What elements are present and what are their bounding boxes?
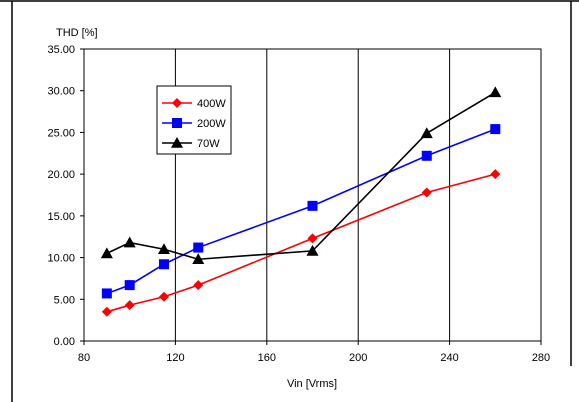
legend-entry-200W: 200W: [162, 118, 226, 130]
legend-entry-70W: 70W: [162, 137, 220, 150]
x-tick-label: 160: [258, 352, 276, 364]
data-point-70W: [100, 247, 113, 259]
legend-label: 400W: [197, 98, 226, 110]
legend-entry-400W: 400W: [162, 98, 226, 110]
plot-area: 0.00 5.00 10.00 15.00 20.00 25.00 30.00 35.00 8…: [47, 44, 550, 364]
data-point-70W: [192, 253, 205, 265]
data-point-400W: [101, 306, 112, 317]
legend-marker: [171, 137, 183, 148]
series-200W: [101, 124, 501, 299]
x-axis-title: Vin [Vrms]: [287, 378, 337, 390]
legend-marker: [172, 118, 182, 128]
data-point-70W: [420, 127, 433, 139]
data-point-200W: [421, 150, 432, 161]
series-400W: [101, 169, 501, 317]
x-tick-label: 200: [349, 352, 367, 364]
legend-label: 200W: [197, 118, 226, 130]
data-point-200W: [307, 200, 318, 211]
data-point-400W: [124, 300, 135, 311]
data-point-200W: [124, 280, 135, 291]
x-tick-label: 240: [440, 352, 458, 364]
data-point-200W: [158, 259, 169, 270]
y-axis-title: THD [%]: [56, 27, 98, 39]
data-point-400W: [421, 187, 432, 198]
data-point-70W: [157, 243, 170, 255]
data-point-400W: [490, 169, 501, 180]
y-axis-ticks: 0.00 5.00 10.00 15.00 20.00 25.00 30.00 35.00: [47, 44, 84, 348]
legend-label: 70W: [197, 138, 220, 150]
y-tick-label: 5.00: [54, 294, 75, 306]
x-axis-ticks: 80 120 160 200 240 280: [78, 341, 550, 364]
legend-marker: [172, 98, 182, 108]
data-point-400W: [193, 280, 204, 291]
data-point-200W: [490, 124, 501, 135]
y-tick-label: 15.00: [47, 211, 75, 223]
x-tick-label: 120: [166, 352, 184, 364]
plot-border: [83, 48, 542, 342]
data-point-200W: [193, 242, 204, 253]
y-tick-label: 10.00: [47, 253, 75, 265]
legend: 400W 200W 70W: [156, 85, 232, 155]
y-tick-label: 25.00: [47, 127, 75, 139]
data-point-400W: [307, 233, 318, 244]
series-70W: [100, 86, 502, 265]
series-layer: [100, 86, 502, 317]
data-point-400W: [158, 291, 169, 302]
y-tick-label: 0.00: [54, 336, 75, 348]
y-tick-label: 20.00: [47, 169, 75, 181]
x-tick-label: 280: [532, 352, 550, 364]
y-tick-label: 30.00: [47, 86, 75, 98]
y-tick-label: 35.00: [47, 44, 75, 56]
data-point-200W: [101, 288, 112, 299]
x-tick-label: 80: [78, 352, 90, 364]
data-point-70W: [123, 236, 136, 248]
data-point-70W: [306, 244, 319, 256]
data-point-70W: [489, 86, 502, 98]
